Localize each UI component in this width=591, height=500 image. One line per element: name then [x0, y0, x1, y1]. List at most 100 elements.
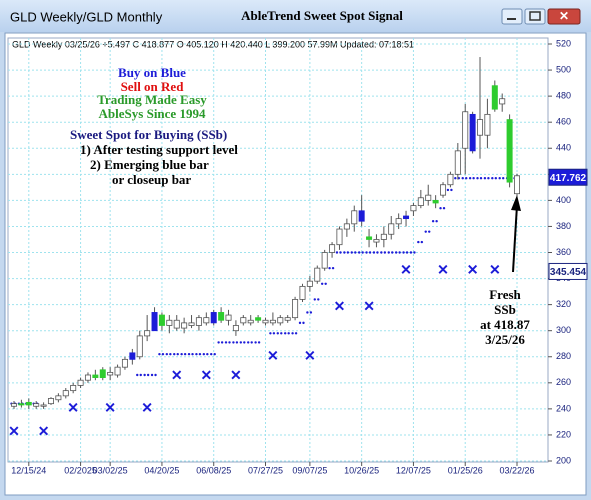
annotation: Sweet Spot for Buying (SSb)	[70, 127, 227, 142]
support-dot	[269, 332, 272, 335]
support-dot	[317, 298, 320, 301]
x-mark: ✕	[363, 298, 375, 314]
support-dot	[346, 251, 350, 254]
price-label: 345.454	[550, 267, 587, 278]
support-dot	[165, 352, 169, 356]
support-dot	[154, 373, 157, 377]
support-dot	[487, 177, 490, 180]
x-mark: ✕	[38, 423, 50, 439]
support-dot	[491, 177, 494, 180]
support-dot	[413, 251, 416, 254]
y-tick-label: 500	[556, 64, 571, 74]
candle-body	[129, 352, 136, 360]
support-dot	[335, 251, 339, 254]
x-tick-label: 12/07/25	[396, 465, 431, 475]
candle-body	[173, 319, 180, 329]
support-dot	[180, 352, 183, 356]
candle-body	[262, 319, 269, 324]
support-dot	[243, 341, 246, 344]
x-tick-label: 03/22/26	[499, 465, 534, 475]
window-title: AbleTrend Sweet Spot Signal	[241, 8, 403, 23]
support-dot	[402, 251, 405, 254]
x-mark: ✕	[230, 367, 242, 383]
support-dot	[502, 177, 505, 180]
annotation: or closeup bar	[112, 172, 191, 187]
candle-body	[343, 223, 350, 230]
candle-body	[410, 205, 417, 212]
support-dot	[287, 332, 290, 335]
support-dot	[161, 352, 165, 356]
candle-body	[166, 319, 173, 326]
candle-body	[351, 210, 358, 225]
y-tick-label: 280	[556, 351, 571, 361]
candle-body	[55, 395, 62, 401]
minimize-button[interactable]	[501, 8, 523, 25]
candle-body	[232, 325, 239, 332]
candle-body	[151, 312, 158, 332]
support-dot	[143, 373, 146, 377]
arrow-shaft	[512, 204, 518, 273]
support-dot	[331, 266, 335, 270]
window-left-title: GLD Weekly/GLD Monthly	[10, 9, 163, 24]
annotation: 1) After testing support level	[80, 142, 238, 157]
support-dot	[431, 220, 435, 223]
support-dot	[158, 352, 161, 356]
support-dot	[368, 251, 372, 254]
support-dot	[313, 298, 316, 301]
support-dot	[498, 177, 501, 180]
support-dot	[339, 251, 342, 254]
x-mark: ✕	[304, 347, 316, 363]
support-dot	[354, 251, 357, 254]
x-tick-label: 03/02/25	[93, 465, 128, 475]
candle-body	[195, 317, 202, 326]
candle-body	[432, 199, 439, 204]
x-mark: ✕	[334, 298, 346, 314]
candle-body	[373, 239, 380, 243]
candle-body	[447, 173, 454, 186]
close-button[interactable]	[547, 8, 581, 25]
support-dot	[239, 341, 243, 344]
y-tick-label: 300	[556, 325, 571, 335]
support-dot	[383, 251, 387, 254]
y-tick-label: 200	[556, 455, 571, 465]
support-dot	[224, 341, 228, 344]
candle-body	[240, 317, 247, 324]
candle-body	[247, 319, 254, 324]
candle-body	[188, 322, 195, 326]
candle-body	[62, 390, 69, 397]
price-label-box	[548, 168, 588, 186]
price-label: 417.762	[550, 173, 587, 184]
x-mark: ✕	[437, 261, 449, 277]
x-tick-label: 10/26/25	[344, 465, 379, 475]
support-dot	[442, 206, 446, 210]
candle-body	[358, 210, 365, 222]
x-tick-label: 01/25/26	[448, 465, 483, 475]
support-dot	[176, 352, 179, 356]
candle-body	[425, 194, 432, 201]
candle-body	[210, 312, 217, 324]
support-dot	[210, 352, 213, 356]
candle-body	[136, 335, 143, 358]
candle-body	[255, 317, 262, 321]
candle-body	[469, 113, 476, 152]
support-dot	[405, 251, 409, 254]
x-mark: ✕	[400, 261, 412, 277]
support-dot	[324, 282, 327, 285]
candle-body	[92, 374, 99, 378]
support-dot	[420, 240, 424, 244]
annotation: at 418.87	[480, 317, 530, 332]
y-tick-label: 240	[556, 403, 571, 413]
y-tick-label: 380	[556, 221, 571, 231]
x-mark: ✕	[267, 347, 279, 363]
candle-body	[107, 371, 114, 376]
support-dot	[350, 251, 353, 254]
x-mark: ✕	[200, 367, 212, 383]
candle-body	[99, 369, 106, 378]
candle-body	[277, 317, 284, 324]
support-dot	[417, 240, 420, 244]
support-dot	[257, 341, 261, 344]
support-dot	[306, 311, 309, 314]
plot-area	[7, 37, 549, 463]
candle-body	[121, 358, 128, 368]
support-dot	[409, 251, 413, 254]
